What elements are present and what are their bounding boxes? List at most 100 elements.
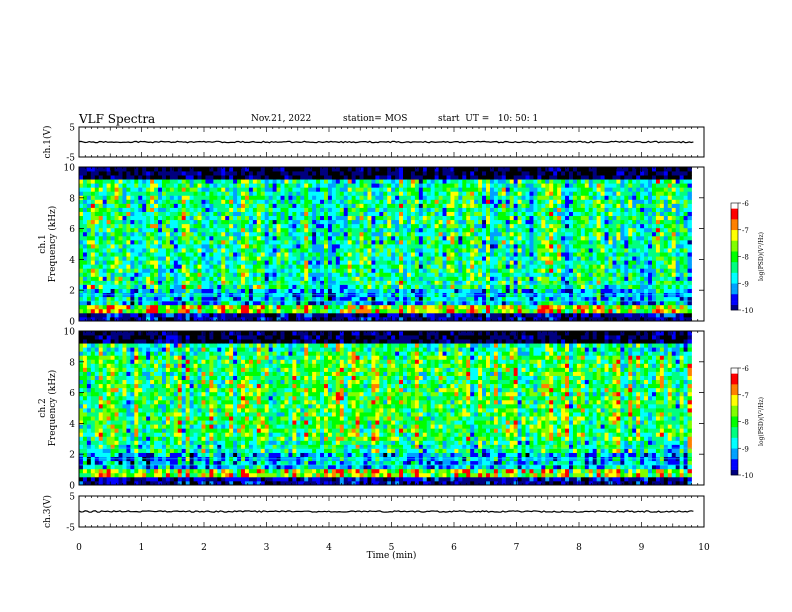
spectrogram-cell (280, 268, 285, 273)
spectrogram-cell (324, 199, 329, 204)
spectrogram-cell (284, 195, 289, 200)
spectrogram-cell (197, 312, 202, 318)
spectrogram-cell (351, 296, 357, 302)
spectrogram-cell (126, 308, 131, 314)
spectrogram-cell (379, 227, 384, 233)
spectrogram-cell (126, 252, 131, 257)
spectrogram-cell (142, 215, 147, 221)
spectrogram-cell (525, 191, 530, 196)
spectrogram-cell (217, 231, 222, 237)
spectrogram-cell (252, 219, 258, 225)
spectrogram-cell (442, 244, 447, 249)
spectrogram-cell (474, 167, 479, 172)
spectrogram-cell (114, 219, 119, 225)
spectrogram-cell (209, 304, 214, 310)
spectrogram-cell (288, 248, 293, 253)
spectrogram-cell (237, 183, 242, 188)
spectrogram-cell (359, 256, 364, 261)
spectrogram-cell (241, 239, 246, 245)
spectrogram-cell (482, 312, 487, 318)
spectrogram-cell (371, 304, 376, 310)
spectrogram-cell (418, 272, 424, 277)
spectrogram-cell (106, 264, 112, 269)
spectrogram-cell (248, 223, 254, 229)
spectrogram-cell (260, 199, 266, 204)
spectrogram-cell (513, 183, 519, 188)
spectrogram-cell (284, 219, 289, 225)
spectrogram-cell (588, 211, 594, 217)
spectrogram-cell (146, 227, 151, 233)
spectrogram-cell (118, 183, 123, 188)
spectrogram-cell (434, 300, 439, 306)
spectrogram-cell (403, 304, 408, 310)
spectrogram-cell (161, 223, 167, 229)
spectrogram-cell (363, 207, 368, 212)
spectrogram-cell (470, 256, 475, 261)
spectrogram-cell (430, 175, 436, 180)
spectrogram-cell (158, 280, 163, 285)
spectrogram-cell (489, 308, 495, 314)
spectrogram-cell (509, 268, 515, 273)
spectrogram-cell (280, 280, 285, 285)
spectrogram-cell (367, 248, 372, 253)
spectrogram-cell (134, 195, 139, 200)
spectrogram-cell (86, 280, 92, 285)
spectrogram-cell (169, 191, 175, 196)
spectrogram-cell (284, 207, 289, 212)
spectrogram-cell (252, 231, 258, 237)
spectrogram-cell (252, 235, 258, 241)
spectrogram-cell (177, 183, 183, 188)
spectrogram-cell (256, 191, 262, 196)
spectrogram-cell (161, 248, 167, 253)
spectrogram-cell (569, 187, 574, 192)
spectrogram-cell (288, 316, 293, 322)
spectrogram-cell (130, 207, 135, 212)
spectrogram-cell (351, 312, 357, 318)
spectrogram-cell (324, 256, 329, 261)
spectrogram-cell (260, 268, 266, 273)
spectrogram-cell (588, 248, 594, 253)
spectrogram-cell (426, 227, 432, 233)
spectrogram-cell (233, 272, 238, 277)
spectrogram-cell (90, 215, 96, 221)
spectrogram-cell (169, 175, 175, 180)
spectrogram-cell (252, 264, 258, 269)
spectrogram-cell (399, 316, 404, 322)
spectrogram-cell (122, 191, 127, 196)
spectrogram-cell (134, 272, 139, 277)
spectrogram-cell (90, 219, 96, 225)
spectrogram-cell (335, 195, 341, 200)
spectrogram-cell (272, 207, 277, 212)
spectrogram-cell (86, 316, 92, 322)
spectrogram-cell (363, 199, 368, 204)
spectrogram-cell (533, 179, 538, 184)
spectrogram-cell (446, 312, 451, 318)
spectrogram-cell (233, 304, 238, 310)
spectrogram-cell (359, 300, 364, 306)
spectrogram-cell (442, 264, 447, 269)
spectrogram-cell (94, 264, 100, 269)
spectrogram-cell (541, 171, 546, 176)
spectrogram-cell (363, 171, 368, 176)
spectrogram-cell (339, 223, 345, 229)
spectrogram-cell (541, 252, 546, 257)
spectrogram-cell (244, 296, 250, 302)
spectrogram-cell (391, 183, 396, 188)
spectrogram-cell (572, 280, 578, 285)
spectrogram-cell (213, 219, 218, 225)
spectrogram-cell (154, 179, 159, 184)
spectrogram-cell (276, 227, 281, 233)
spectrogram-cell (580, 300, 586, 306)
spectrogram-cell (525, 239, 530, 245)
spectrogram-cell (197, 219, 202, 225)
spectrogram-cell (509, 308, 515, 314)
spectrogram-cell (406, 231, 412, 237)
spectrogram-cell (426, 252, 432, 257)
spectrogram-cell (241, 219, 246, 225)
spectrogram-cell (422, 227, 428, 233)
spectrogram-cell (288, 223, 293, 229)
spectrogram-cell (442, 167, 447, 172)
spectrogram-cell (102, 167, 108, 172)
spectrogram-cell (391, 284, 396, 289)
spectrogram-cell (343, 256, 349, 261)
